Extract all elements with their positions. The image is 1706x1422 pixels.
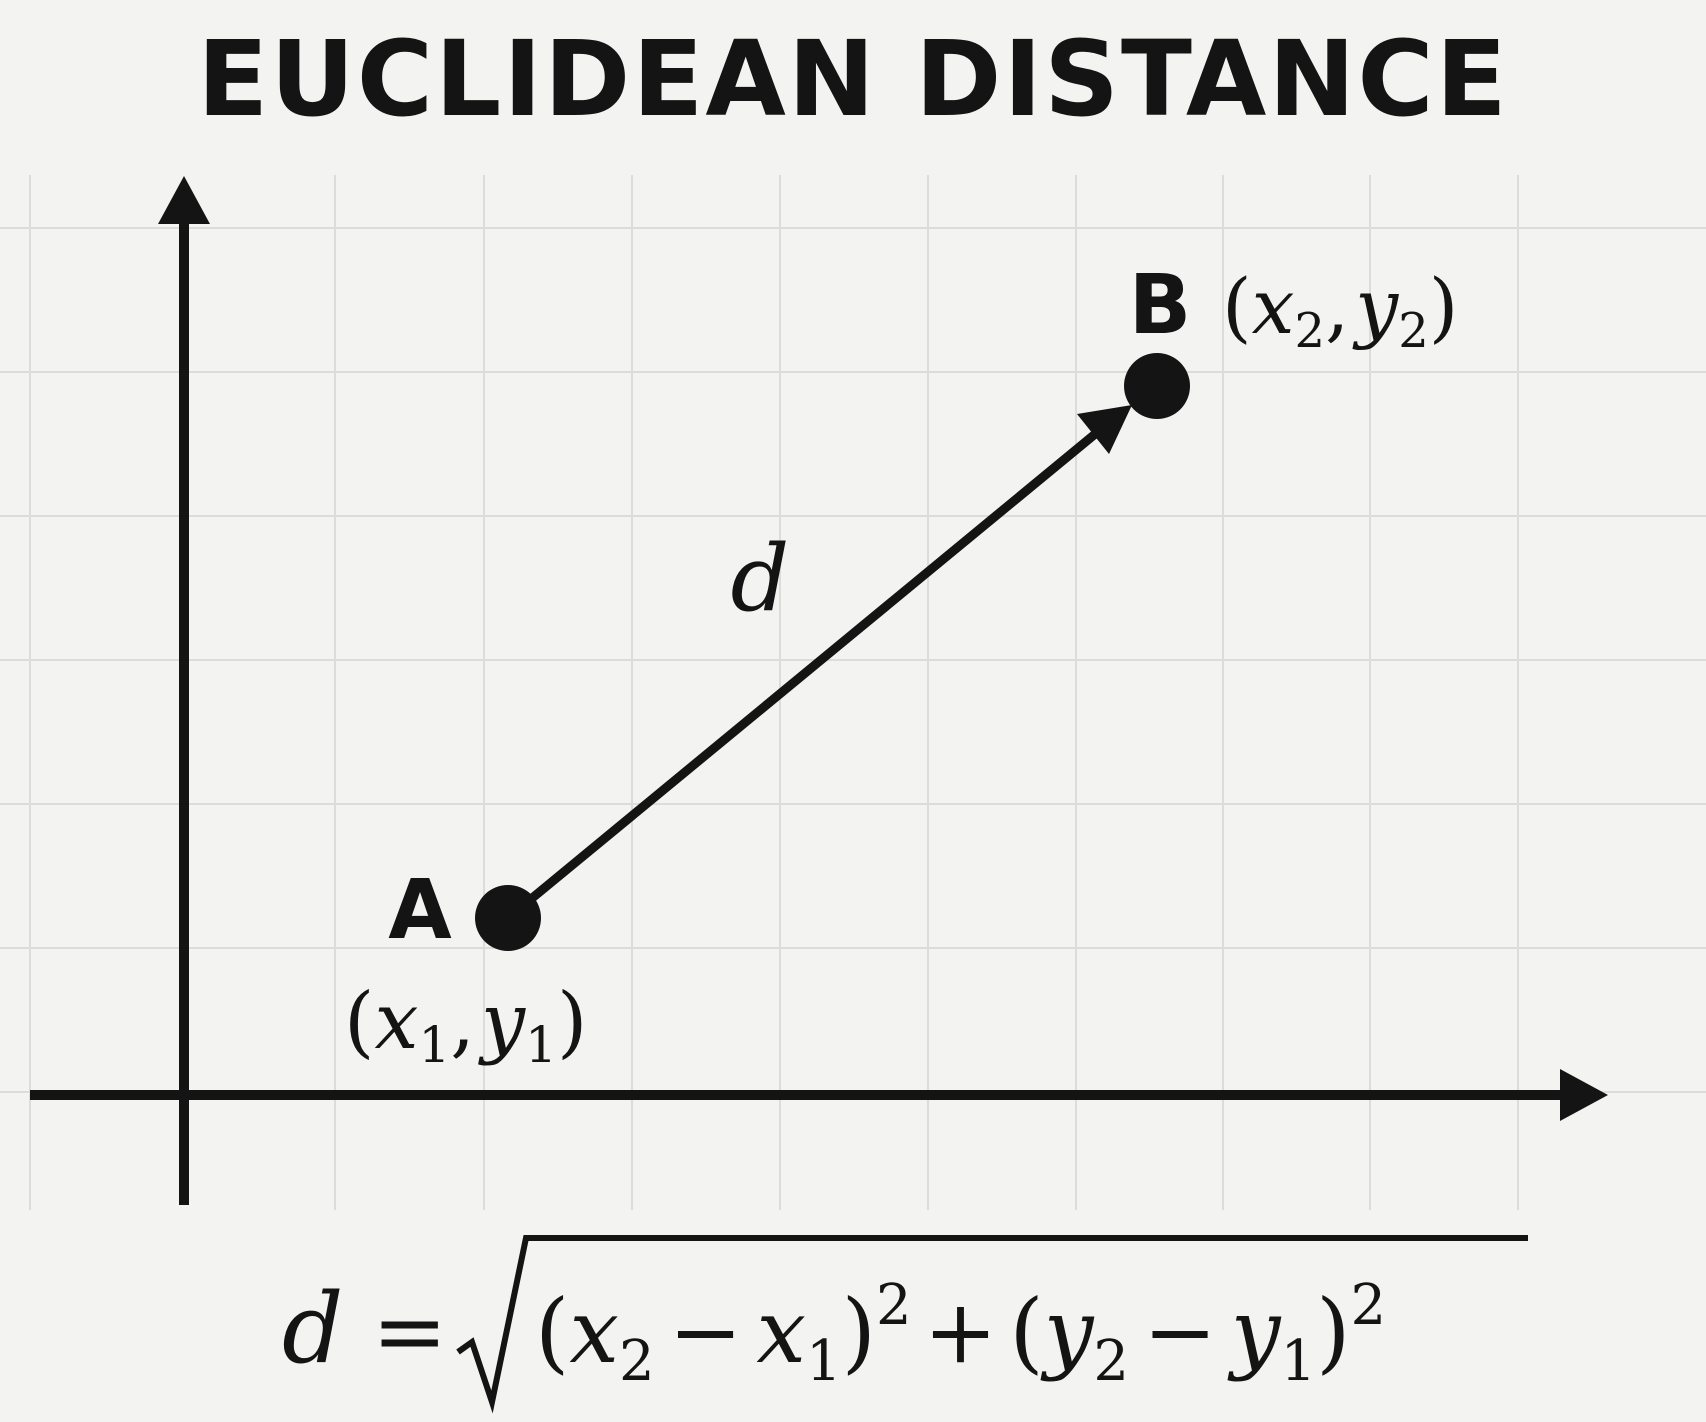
point-b-marker [1124,353,1190,419]
point-b-coordinates: (x2,y2) [1222,262,1458,359]
x-axis [30,1069,1608,1121]
formula-radicand: (x2− x1)2 + (y2− y1)2 [535,1273,1386,1394]
y-axis-arrowhead [158,176,210,224]
diagram-title: EUCLIDEAN DISTANCE [197,18,1509,140]
vector-arrowhead [1077,405,1132,454]
point-b-label: B [1129,258,1192,353]
segment-label-d: d [731,525,790,632]
distance-vector [505,405,1132,922]
point-a-coordinates: (x1,y1) [344,977,587,1074]
formula-lhs: d [282,1273,343,1385]
point-a-label: A [388,863,452,958]
formula-equals: = [372,1279,447,1384]
point-a-marker [475,885,541,951]
x-axis-arrowhead [1560,1069,1608,1121]
distance-formula: d = (x2− x1)2 + (y2− y1)2 [282,1235,1528,1414]
square-root-sign [456,1235,1528,1414]
y-axis [158,176,210,1205]
